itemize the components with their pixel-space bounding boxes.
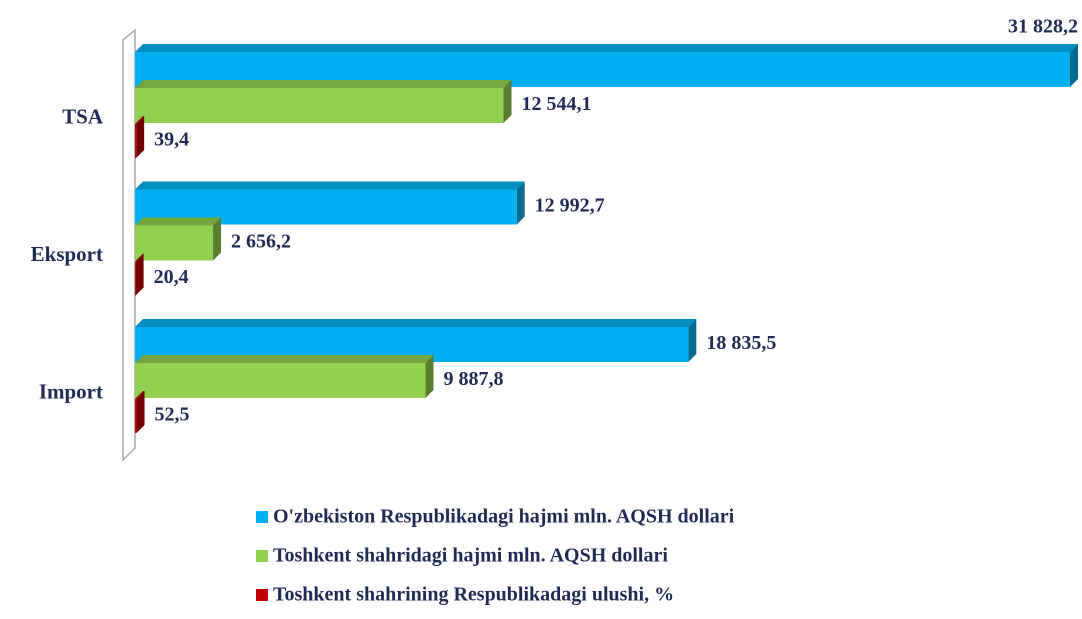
bar-side (136, 391, 145, 433)
value-label: 20,4 (154, 266, 189, 288)
value-label: 31 828,2 (1008, 16, 1078, 38)
bar-side (425, 355, 434, 398)
bar (135, 261, 136, 296)
bar-top (135, 391, 145, 399)
bar (135, 399, 137, 433)
bar-top (135, 116, 145, 124)
value-label: 12 992,7 (535, 195, 605, 217)
value-label: 2 656,2 (231, 231, 291, 253)
value-label: 18 835,5 (706, 332, 776, 354)
legend-label: O'zbekiston Respublikadagi hajmi mln. AQ… (273, 506, 735, 528)
bar-side (688, 319, 697, 362)
value-label: 12 544,1 (522, 93, 592, 115)
category-label: TSA (62, 104, 104, 128)
legend-swatch (256, 550, 268, 562)
legend-swatch (256, 589, 268, 601)
value-label: 9 887,8 (443, 368, 503, 390)
category-label: Import (39, 379, 103, 403)
legend-label: Toshkent shahridagi hajmi mln. AQSH doll… (273, 545, 668, 567)
bar-top (135, 217, 222, 226)
bar-top (135, 355, 434, 363)
bar-side (516, 181, 525, 225)
bar-side (136, 116, 145, 158)
bar (135, 225, 214, 261)
bar-side (1070, 44, 1078, 87)
bar (135, 124, 137, 158)
bar-side (503, 80, 512, 123)
bar-top (135, 253, 144, 262)
category-label: Eksport (31, 242, 103, 266)
value-label: 52,5 (155, 404, 190, 426)
legend-swatch (256, 511, 268, 523)
value-label: 39,4 (154, 129, 189, 151)
bar-top (135, 44, 1078, 52)
bar (135, 363, 426, 398)
axis-wall (122, 28, 136, 462)
bar-top (135, 80, 512, 88)
bar-top (135, 319, 697, 327)
bar-side (213, 217, 222, 261)
legend-label: Toshkent shahrining Respublikadagi ulush… (273, 584, 674, 606)
bar-top (135, 181, 525, 190)
bar-side (135, 253, 144, 296)
bar (135, 88, 504, 123)
